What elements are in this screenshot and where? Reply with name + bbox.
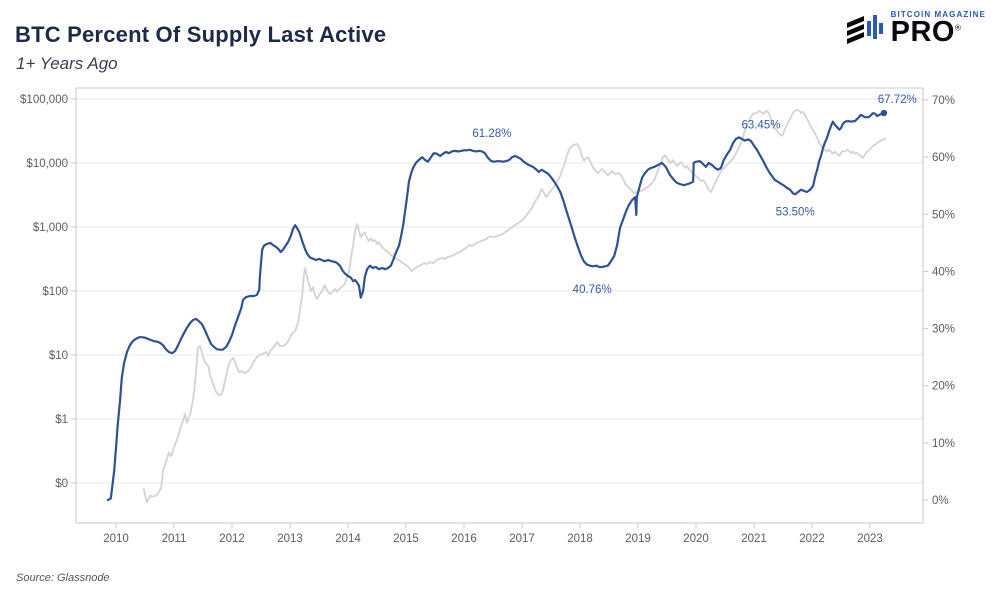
x-axis-label: 2012 xyxy=(219,533,245,545)
right-axis-label: 40% xyxy=(932,266,955,278)
source-attribution: Source: Glassnode xyxy=(16,572,110,584)
bitcoin-magazine-pro-logo: BITCOIN MAGAZINE PRO® xyxy=(845,10,986,49)
left-axis-label: $0 xyxy=(55,478,68,490)
x-axis-label: 2017 xyxy=(509,533,535,545)
left-axis-label: $100 xyxy=(42,286,68,298)
x-axis-label: 2011 xyxy=(162,533,187,545)
left-axis-label: $1,000 xyxy=(33,222,68,234)
right-axis-label: 60% xyxy=(932,152,955,164)
x-axis-label: 2021 xyxy=(741,533,767,545)
value-annotation: 63.45% xyxy=(741,120,780,132)
right-axis-label: 50% xyxy=(932,209,955,221)
value-annotation: 67.72% xyxy=(878,94,917,106)
right-axis-label: 30% xyxy=(932,324,955,336)
left-axis-label: $1 xyxy=(55,414,68,426)
left-axis-label: $100,000 xyxy=(20,94,68,106)
logo-brand-top: BITCOIN MAGAZINE xyxy=(890,10,986,20)
logo-registered-mark: ® xyxy=(954,23,962,33)
x-axis-label: 2014 xyxy=(335,533,361,545)
page-title: BTC Percent Of Supply Last Active xyxy=(15,22,387,47)
logo-brand-main: PRO® xyxy=(890,16,962,49)
x-axis-label: 2019 xyxy=(625,533,651,545)
series-btc-price-usd xyxy=(142,109,886,504)
x-axis-label: 2018 xyxy=(567,533,593,545)
x-axis-label: 2022 xyxy=(799,533,825,545)
value-annotation: 61.28% xyxy=(472,128,511,140)
series-percent-supply-last-active-1y xyxy=(106,111,886,502)
right-axis-label: 0% xyxy=(932,495,949,507)
x-axis-label: 2020 xyxy=(683,533,709,545)
left-axis-label: $10,000 xyxy=(26,158,68,170)
x-axis-label: 2023 xyxy=(857,533,883,545)
value-annotation: 40.76% xyxy=(573,284,612,296)
right-axis-label: 10% xyxy=(932,438,955,450)
x-axis-label: 2010 xyxy=(103,533,129,545)
left-axis-label: $10 xyxy=(49,350,68,362)
x-axis-label: 2015 xyxy=(393,533,419,545)
logo-bars-icon xyxy=(846,15,883,44)
right-axis-label: 20% xyxy=(932,381,955,393)
page-subtitle: 1+ Years Ago xyxy=(16,54,118,73)
series-end-marker xyxy=(880,109,888,117)
x-axis-label: 2013 xyxy=(277,533,303,545)
value-annotation: 53.50% xyxy=(776,206,815,218)
right-axis-label: 70% xyxy=(932,95,955,107)
x-axis-label: 2016 xyxy=(451,533,477,545)
